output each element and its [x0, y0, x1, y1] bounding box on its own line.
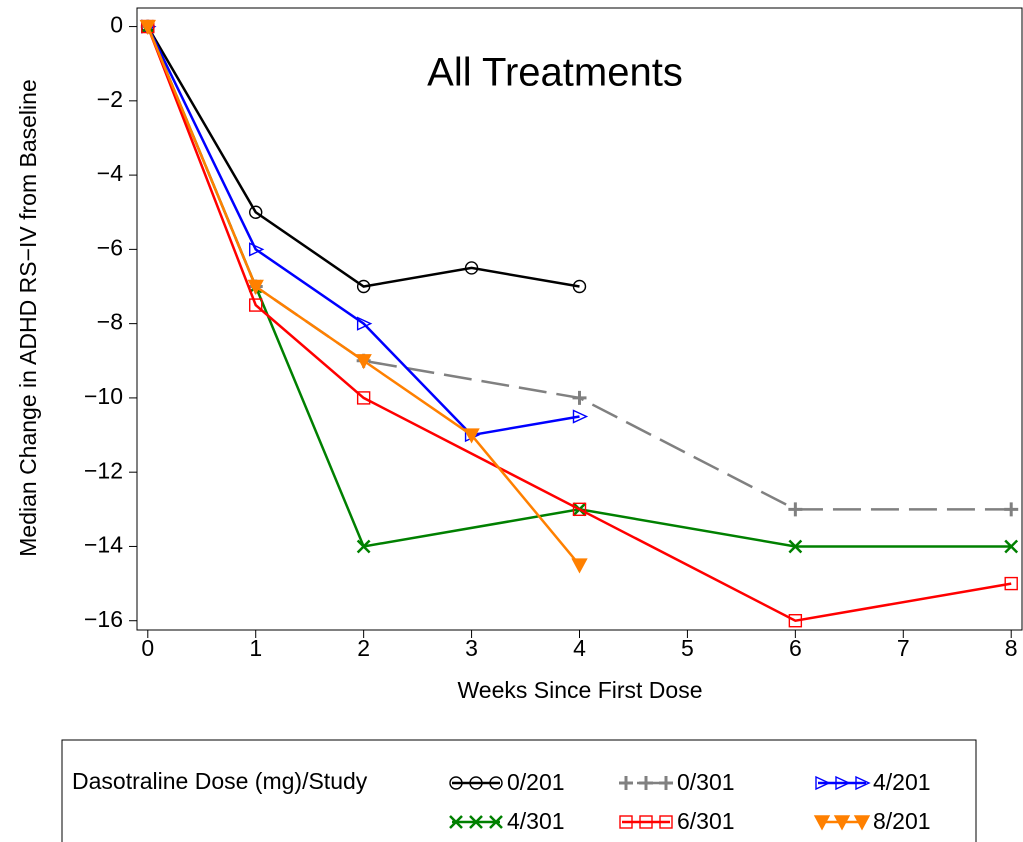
legend-label: 4/201	[873, 769, 931, 795]
marker	[815, 775, 831, 791]
marker	[489, 815, 503, 829]
marker	[788, 539, 803, 554]
x-tick-label: 6	[789, 635, 802, 661]
y-tick-label: −12	[84, 457, 123, 483]
series-line	[146, 26, 580, 437]
x-tick-label: 5	[681, 635, 694, 661]
legend-label: 4/301	[507, 808, 565, 834]
x-tick-label: 4	[573, 635, 586, 661]
marker	[639, 815, 653, 829]
marker	[469, 776, 483, 790]
marker	[619, 776, 633, 790]
x-axis-label: Weeks Since First Dose	[458, 677, 703, 703]
x-tick-label: 1	[249, 635, 262, 661]
marker	[449, 815, 463, 829]
x-tick-label: 7	[897, 635, 910, 661]
y-tick-label: −16	[84, 606, 123, 632]
y-tick-label: −4	[97, 160, 123, 186]
x-tick-label: 0	[141, 635, 154, 661]
marker	[1004, 502, 1019, 517]
marker	[1004, 539, 1019, 554]
marker	[355, 354, 372, 370]
marker	[835, 775, 851, 791]
y-tick-label: 0	[110, 12, 123, 38]
legend-label: 8/201	[873, 808, 931, 834]
legend-label: 0/301	[677, 769, 735, 795]
marker	[572, 409, 589, 424]
marker	[247, 279, 264, 295]
x-tick-label: 8	[1005, 635, 1018, 661]
marker	[356, 539, 371, 554]
marker	[449, 776, 463, 790]
y-tick-label: −14	[84, 532, 123, 558]
marker	[1004, 576, 1018, 591]
legend-title: Dasotraline Dose (mg)/Study	[72, 768, 368, 794]
marker	[572, 390, 587, 405]
series-line	[146, 26, 581, 566]
marker	[788, 502, 803, 517]
marker	[469, 815, 483, 829]
legend-label: 0/201	[507, 769, 565, 795]
marker	[619, 815, 633, 829]
marker	[853, 815, 871, 831]
marker	[356, 391, 371, 405]
marker	[356, 316, 373, 331]
y-axis-label: Median Change in ADHD RS−IV from Baselin…	[15, 79, 41, 557]
marker	[813, 815, 831, 831]
marker	[249, 298, 263, 312]
marker	[788, 614, 803, 628]
y-tick-label: −6	[97, 234, 123, 260]
series-line	[146, 25, 580, 288]
marker	[139, 19, 156, 36]
marker	[464, 261, 479, 275]
legend-box	[61, 739, 977, 842]
y-tick-label: −8	[97, 309, 123, 335]
marker	[249, 205, 263, 219]
series-line	[146, 26, 1012, 511]
marker	[659, 776, 673, 790]
marker	[659, 815, 673, 829]
legend-label: 6/301	[677, 808, 735, 834]
marker	[356, 279, 371, 294]
marker	[463, 428, 480, 444]
marker	[572, 502, 587, 517]
marker	[855, 775, 871, 791]
x-tick-label: 3	[465, 635, 478, 661]
series-line	[146, 26, 1012, 623]
marker	[639, 776, 653, 790]
marker	[249, 242, 265, 257]
marker	[833, 815, 851, 831]
x-tick-label: 2	[357, 635, 370, 661]
y-tick-label: −10	[84, 383, 123, 409]
marker	[572, 279, 587, 294]
y-tick-label: −2	[97, 86, 123, 112]
marker	[571, 558, 588, 574]
marker	[489, 776, 503, 790]
chart-title: All Treatments	[427, 51, 683, 95]
